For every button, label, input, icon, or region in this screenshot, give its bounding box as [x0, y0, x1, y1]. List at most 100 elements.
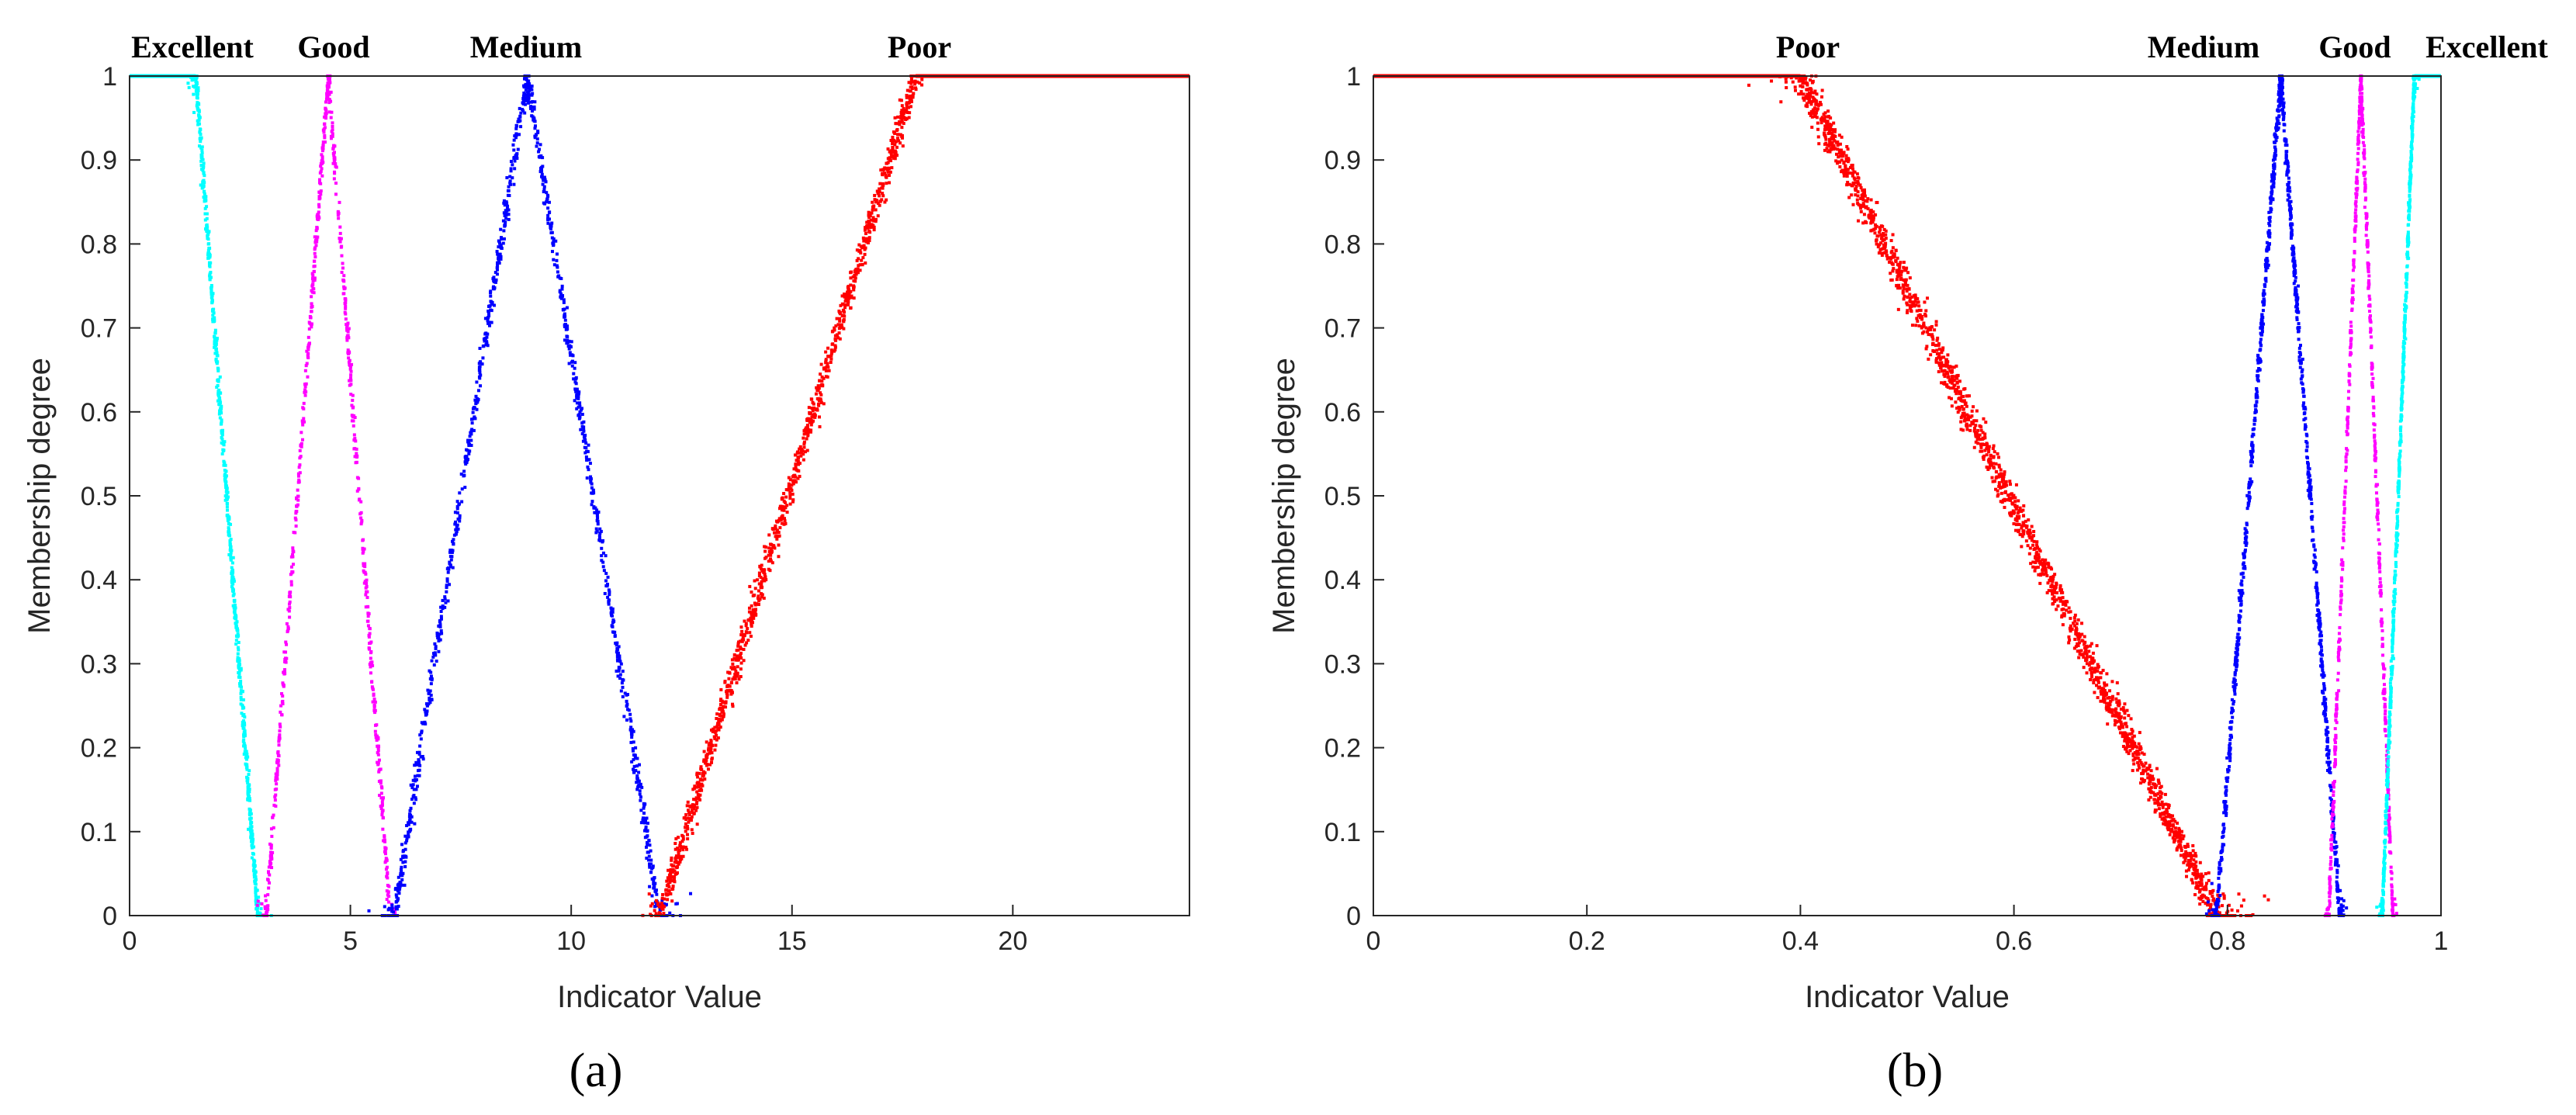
data-point	[333, 158, 337, 161]
data-point	[542, 188, 546, 192]
data-point	[1996, 494, 2000, 498]
data-point	[803, 450, 807, 454]
data-point	[2103, 681, 2107, 685]
data-point	[781, 507, 785, 511]
data-point	[376, 761, 380, 765]
data-point	[370, 680, 374, 684]
data-point	[2199, 882, 2203, 886]
data-point	[211, 313, 215, 317]
y-tick-label: 0.4	[81, 566, 117, 595]
data-point	[1832, 145, 1836, 149]
data-point	[588, 462, 592, 466]
data-point	[196, 106, 200, 110]
data-point	[580, 424, 584, 428]
data-point	[533, 100, 537, 104]
data-point	[796, 462, 800, 466]
data-point	[689, 818, 693, 822]
data-point	[660, 902, 663, 906]
data-point	[2041, 565, 2045, 569]
data-point	[1814, 102, 1818, 106]
data-point	[518, 106, 521, 110]
data-point	[686, 800, 690, 804]
data-point	[229, 538, 233, 542]
data-point	[1912, 303, 1916, 306]
data-point	[248, 829, 252, 833]
data-point	[2113, 723, 2117, 727]
data-point	[2114, 697, 2118, 701]
data-point	[769, 547, 773, 551]
data-point	[264, 894, 268, 898]
data-point	[338, 231, 342, 235]
data-point	[878, 182, 882, 185]
data-point	[798, 474, 802, 478]
data-point	[217, 388, 221, 392]
data-point	[242, 706, 246, 710]
data-point	[1829, 125, 1833, 129]
data-point	[373, 711, 377, 715]
data-point	[2144, 769, 2148, 773]
data-point	[842, 327, 846, 331]
data-point	[259, 907, 263, 911]
data-point	[824, 359, 828, 363]
data-point	[575, 407, 579, 410]
data-point	[1966, 414, 1970, 418]
data-point	[413, 764, 417, 767]
data-point	[341, 261, 345, 265]
data-point	[902, 116, 905, 120]
data-point	[2115, 712, 2119, 715]
data-point	[478, 346, 482, 350]
data-point	[409, 783, 413, 787]
data-point	[220, 418, 223, 422]
data-point	[411, 783, 415, 787]
data-point	[669, 892, 673, 896]
data-point	[381, 796, 385, 800]
data-point	[361, 538, 365, 542]
data-point	[829, 354, 833, 358]
data-point	[1992, 444, 1996, 448]
data-point	[1808, 78, 1812, 82]
data-point	[2204, 902, 2207, 906]
data-point	[819, 400, 823, 404]
data-point	[775, 537, 779, 541]
data-point	[202, 166, 206, 170]
data-point	[575, 396, 579, 400]
data-point	[2173, 834, 2176, 838]
data-point	[1927, 357, 1930, 361]
data-point	[1934, 360, 1938, 364]
data-point	[1894, 248, 1898, 252]
data-point	[888, 170, 892, 174]
data-point	[1991, 447, 1995, 451]
data-point	[1922, 321, 1926, 325]
data-point	[615, 669, 618, 673]
data-point	[481, 345, 485, 348]
data-point	[231, 582, 235, 586]
data-point	[274, 778, 278, 782]
data-point	[486, 317, 490, 320]
data-point	[546, 206, 550, 210]
data-point	[586, 465, 590, 469]
data-point	[345, 326, 349, 330]
data-point	[2065, 608, 2069, 612]
data-point	[249, 822, 253, 826]
data-point	[315, 238, 319, 242]
data-point	[1785, 85, 1788, 89]
data-point	[1861, 198, 1865, 202]
data-point	[645, 816, 649, 820]
data-point	[732, 656, 736, 660]
data-point	[255, 903, 259, 907]
data-point	[610, 614, 614, 618]
data-point	[590, 503, 594, 507]
data-point	[826, 375, 829, 379]
data-point	[1833, 134, 1837, 138]
data-point	[286, 625, 290, 628]
data-point	[206, 250, 210, 254]
y-tick-label: 0.7	[81, 314, 117, 344]
data-point	[809, 418, 813, 422]
data-point	[634, 769, 638, 773]
data-point	[310, 295, 313, 299]
data-point	[307, 341, 311, 345]
data-point	[294, 510, 298, 514]
data-point	[805, 437, 808, 441]
data-point	[613, 630, 617, 634]
data-point	[530, 88, 534, 92]
